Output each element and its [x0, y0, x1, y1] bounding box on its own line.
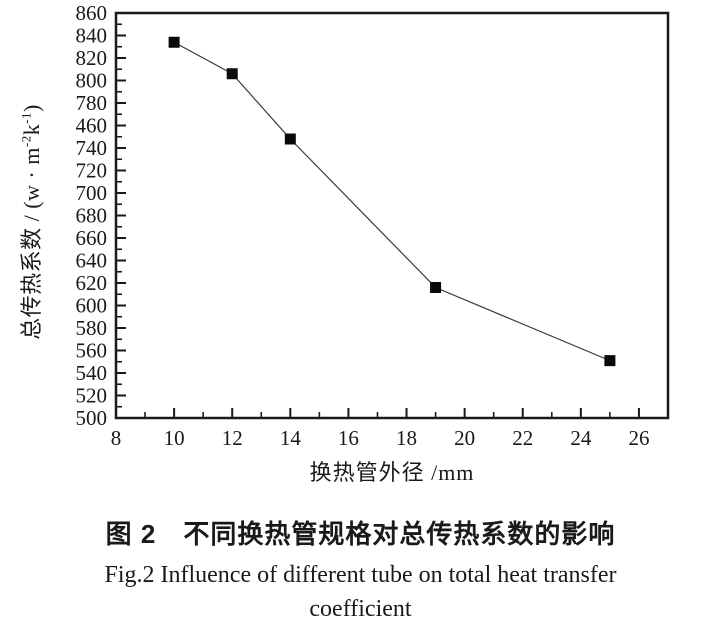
plot-border — [114, 11, 670, 420]
x-axis-title: 换热管外径 /mm — [309, 460, 475, 485]
x-tick-label: 20 — [454, 426, 475, 450]
data-point — [168, 36, 180, 48]
x-tick-label: 14 — [280, 426, 302, 450]
y-axis-title-unit-k: k — [19, 123, 44, 136]
chart-canvas: 5005205405605806006206406606807007207404… — [76, 1, 670, 450]
y-tick-label: 580 — [76, 316, 108, 340]
data-point — [226, 68, 238, 80]
y-tick-label: 740 — [76, 136, 108, 160]
x-tick-label: 24 — [570, 426, 592, 450]
y-tick-label: 560 — [76, 339, 108, 363]
x-tick-label: 12 — [222, 426, 243, 450]
y-tick-label: 820 — [76, 46, 108, 70]
y-tick-label: 660 — [76, 226, 108, 250]
y-axis-title: 总传热系数 / (w · m-2k-1) — [14, 104, 46, 340]
y-tick-label: 780 — [76, 91, 108, 115]
y-tick-label: 540 — [76, 361, 108, 385]
x-tick-label: 22 — [512, 426, 533, 450]
y-tick-label: 860 — [76, 1, 108, 25]
y-tick-label: 620 — [76, 271, 108, 295]
y-tick-label: 800 — [76, 69, 108, 93]
data-point — [430, 282, 442, 293]
x-tick-label: 16 — [338, 426, 359, 450]
y-axis-title-sup-neg1: -1 — [18, 111, 34, 124]
data-point — [604, 355, 616, 367]
x-tick-label: 26 — [628, 426, 649, 450]
y-tick-label: 680 — [76, 204, 108, 228]
y-tick-label: 460 — [76, 114, 108, 138]
y-tick-label: 840 — [76, 24, 108, 48]
y-tick-label: 500 — [76, 406, 108, 430]
x-tick-label: 8 — [111, 426, 122, 450]
y-tick-label: 520 — [76, 384, 108, 408]
data-point — [284, 133, 296, 145]
y-tick-label: 600 — [76, 294, 108, 318]
data-line — [173, 41, 611, 362]
y-axis-title-text: 总传热系数 / (w · m — [19, 147, 44, 340]
y-axis-title-sup-neg2: -2 — [18, 135, 34, 148]
caption-english-line2: coefficient — [309, 595, 412, 622]
x-tick-label: 10 — [164, 426, 185, 450]
y-axis-title-close-paren: ) — [19, 104, 44, 112]
y-tick-label: 700 — [76, 181, 108, 205]
y-tick-label: 720 — [76, 159, 108, 183]
x-tick-label: 18 — [396, 426, 417, 450]
y-tick-label: 640 — [76, 249, 108, 273]
caption-english-line1: Fig.2 Influence of different tube on tot… — [104, 562, 617, 588]
figure-caption: 图 2 不同换热管规格对总传热系数的影响 Fig.2 Influence of … — [0, 514, 721, 626]
caption-chinese: 图 2 不同换热管规格对总传热系数的影响 — [105, 519, 616, 549]
